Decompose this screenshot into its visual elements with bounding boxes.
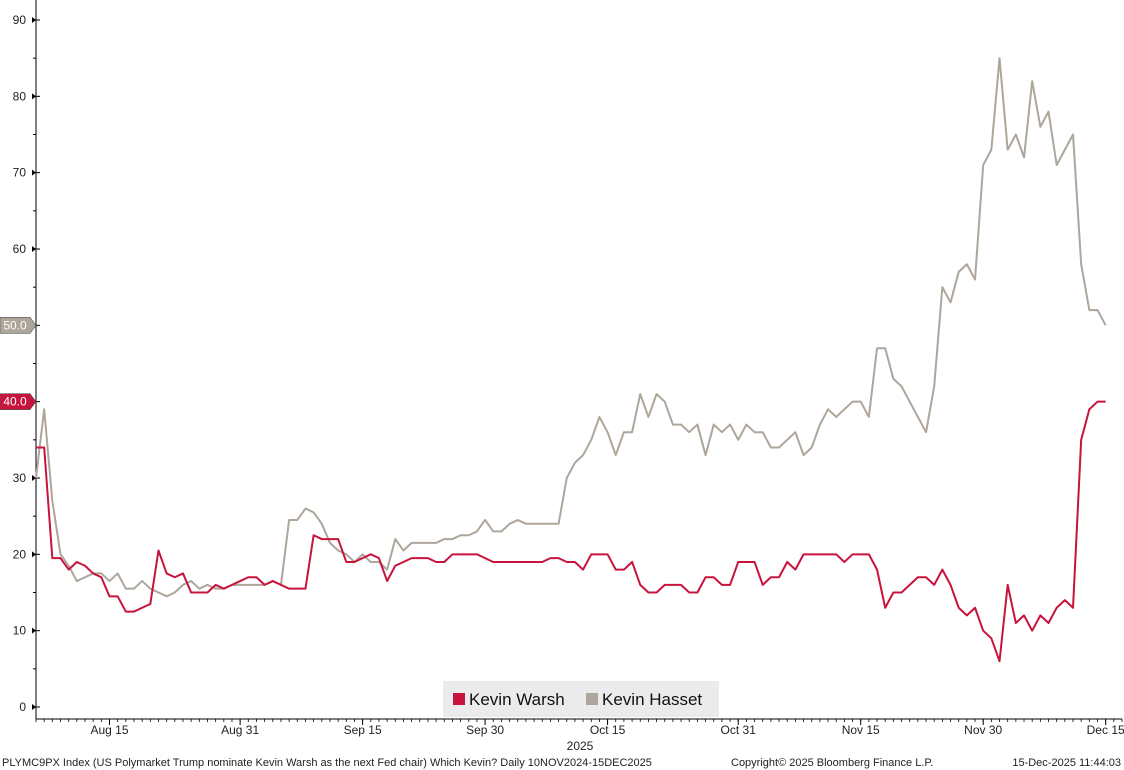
footer-timestamp: 15-Dec-2025 11:44:03 (1012, 757, 1121, 769)
y-tick-label: 90 (13, 13, 27, 27)
x-tick-label: Oct 31 (721, 723, 757, 737)
y-tick-mark (32, 551, 36, 558)
legend-label-kevin-hasset: Kevin Hasset (602, 690, 702, 709)
x-tick-label: Aug 15 (90, 723, 128, 737)
tag-value: 50.0 (3, 318, 27, 332)
series-kevin-warsh (36, 400, 1106, 663)
last-value-tag-kevin-warsh: 40.0 (0, 393, 37, 410)
tag-shape (0, 317, 37, 334)
footer-copyright: Copyright© 2025 Bloomberg Finance L.P. (731, 757, 933, 769)
x-tick-label: Aug 31 (221, 723, 259, 737)
series-layer (35, 57, 1107, 663)
x-tick-label: Oct 15 (590, 723, 626, 737)
x-tick-label: Nov 15 (842, 723, 880, 737)
y-tick-label: 10 (13, 624, 27, 638)
y-tick-label: 70 (13, 166, 27, 180)
y-tick-mark (32, 93, 36, 100)
x-tick-label: Sep 30 (466, 723, 504, 737)
y-tick-mark (32, 475, 36, 481)
x-tick-label: Nov 30 (964, 723, 1002, 737)
x-tick-label: Sep 15 (344, 723, 382, 737)
y-tick-label: 80 (13, 89, 27, 103)
legend-label-kevin-warsh: Kevin Warsh (469, 690, 565, 709)
x-axis: Aug 15 Aug 31 Sep 15 Sep 30 Oct 15 Oct 31 Nov … (35, 718, 1124, 737)
last-value-tag-kevin-hasset: 50.0 (0, 317, 37, 334)
tag-shape (0, 393, 37, 410)
series-line-kevin-warsh (36, 400, 1106, 663)
legend: Kevin Warsh Kevin Hasset (443, 681, 719, 717)
legend-box (443, 681, 719, 717)
last-value-tags: 40.0 50.0 (0, 317, 37, 410)
y-tick-label: 30 (13, 471, 27, 485)
y-tick-label: 20 (13, 547, 27, 561)
footer: PLYMC9PX Index (US Polymarket Trump nomi… (2, 757, 1121, 769)
legend-swatch-kevin-hasset (586, 693, 598, 705)
x-axis-year-label: 2025 (567, 739, 594, 753)
y-tick-mark (32, 169, 36, 176)
series-line-kevin-hasset (35, 57, 1107, 598)
y-tick-mark (32, 627, 36, 634)
y-tick-mark (32, 246, 36, 252)
series-kevin-hasset (35, 57, 1107, 598)
y-tick-mark (32, 17, 36, 23)
y-tick-label: 0 (19, 700, 26, 714)
legend-swatch-kevin-warsh (453, 693, 465, 705)
x-tick-label: Dec 15 (1087, 723, 1124, 737)
y-tick-mark (32, 704, 36, 710)
tag-value: 40.0 (3, 395, 27, 409)
footer-description: PLYMC9PX Index (US Polymarket Trump nomi… (2, 757, 652, 769)
y-tick-label: 60 (13, 242, 27, 256)
